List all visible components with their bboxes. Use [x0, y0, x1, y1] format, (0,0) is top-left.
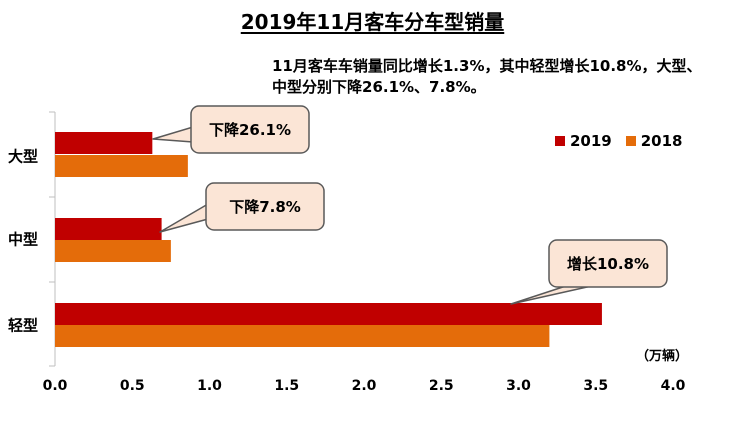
bar-light-2019: [55, 303, 602, 325]
bar-large-2018: [55, 155, 188, 177]
callout-label-large: 下降26.1%: [209, 121, 291, 139]
chart-title: 2019年11月客车分车型销量: [240, 10, 505, 34]
callout-pointer-medium: [159, 203, 209, 233]
x-tick-label: 3.0: [506, 378, 531, 394]
x-tick-label: 1.5: [274, 378, 299, 394]
category-label-large: 大型: [8, 148, 38, 166]
x-tick-label: 2.0: [352, 378, 377, 394]
callout-fill-light: [550, 241, 666, 286]
bar-medium-2018: [55, 240, 171, 262]
unit-label: （万辆）: [636, 349, 689, 364]
legend: 2019 2018: [555, 132, 683, 150]
x-tick-label: 4.0: [661, 378, 686, 394]
bar-medium-2019: [55, 218, 162, 240]
callout-pointer-large: [152, 126, 194, 143]
x-tick-label: 2.5: [429, 378, 454, 394]
chart-title-wrap: 2019年11月客车分车型销量: [0, 6, 745, 35]
x-tick-label: 3.5: [583, 378, 608, 394]
category-label-light: 轻型: [8, 317, 38, 335]
callout-label-light: 增长10.8%: [567, 255, 649, 273]
category-label-medium: 中型: [8, 231, 38, 249]
chart-subtitle: 11月客车车销量同比增长1.3%，其中轻型增长10.8%，大型、中型分别下降26…: [272, 57, 702, 96]
legend-item-2019: 2019: [555, 132, 612, 150]
callout-fill-large: [192, 107, 308, 152]
callout-label-medium: 下降7.8%: [229, 198, 301, 216]
legend-label-2018: 2018: [640, 132, 683, 150]
x-tick-label: 0.0: [43, 378, 68, 394]
legend-swatch-2019: [555, 136, 565, 146]
callout-fill-medium: [207, 184, 323, 229]
bar-large-2019: [55, 132, 153, 154]
x-tick-label: 0.5: [120, 378, 145, 394]
x-tick-label: 1.0: [197, 378, 222, 394]
legend-label-2019: 2019: [570, 132, 612, 150]
legend-item-2018: 2018: [625, 132, 683, 150]
legend-swatch-2018: [625, 136, 636, 146]
bar-light-2018: [55, 325, 550, 347]
